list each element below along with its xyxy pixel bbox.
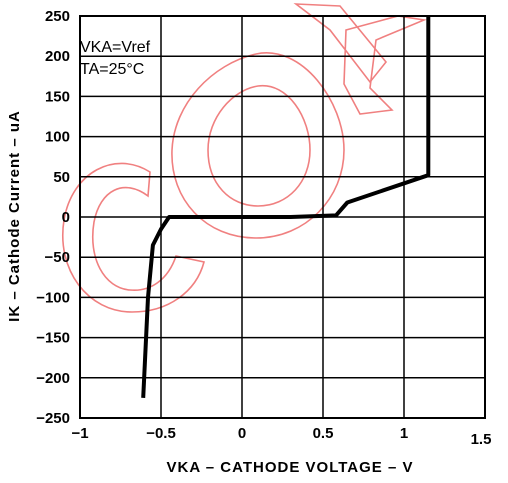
x-tick-label: 1.5 (471, 431, 492, 448)
watermark-logo (62, 3, 427, 313)
plot-frame (79, 15, 486, 419)
y-tick-labels: 250 200 150 100 50 0 −50 −100 −150 −200 −250 (36, 8, 70, 427)
y-tick-label: −250 (36, 410, 70, 427)
y-tick-label: −150 (36, 330, 70, 347)
y-tick-label: 150 (45, 88, 70, 105)
x-tick-label: −0.5 (146, 425, 176, 442)
y-tick-label: 200 (45, 48, 70, 65)
y-tick-label: 100 (45, 129, 70, 146)
x-tick-labels: −1 −0.5 0 0.5 1 1.5 (71, 425, 491, 448)
x-tick-label: −1 (71, 425, 88, 442)
series-group (141, 16, 431, 398)
y-axis-title: IK – Cathode Current – uA (6, 110, 23, 322)
y-tick-label: −50 (45, 249, 70, 266)
series-line-0 (141, 16, 431, 398)
x-tick-label: 1 (400, 425, 408, 442)
y-tick-label: 0 (62, 209, 70, 226)
x-axis-title: VKA – CATHODE VOLTAGE – V (167, 459, 414, 476)
y-tick-label: 50 (53, 169, 70, 186)
y-tick-label: −200 (36, 370, 70, 387)
x-tick-label: 0 (238, 425, 246, 442)
annotation-vka: VKA=Vref (80, 39, 151, 56)
y-tick-label: −100 (36, 289, 70, 306)
x-tick-label: 0.5 (313, 425, 334, 442)
annotation-ta: TA=25°C (80, 61, 144, 78)
y-tick-label: 250 (45, 8, 70, 25)
